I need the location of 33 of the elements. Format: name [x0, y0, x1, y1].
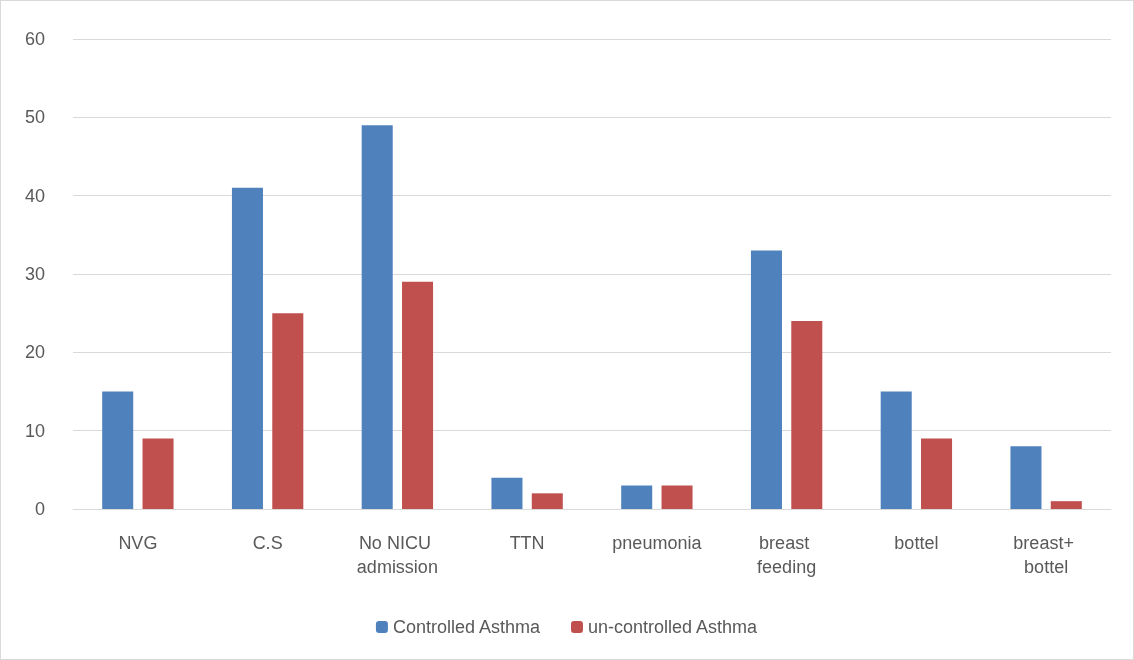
- x-tick-label: breast+ bottel: [1013, 533, 1079, 577]
- bar: [750, 250, 782, 509]
- bar: [142, 438, 174, 509]
- bar: [491, 477, 523, 509]
- x-tick-label: pneumonia: [612, 533, 703, 553]
- bar: [102, 391, 134, 509]
- bar: [231, 187, 263, 509]
- x-tick-label: bottel: [894, 533, 939, 553]
- x-tick-label: C.S: [252, 533, 283, 553]
- y-tick-label: 30: [24, 264, 45, 284]
- bar: [921, 438, 953, 509]
- bar: [1050, 501, 1082, 509]
- x-tick-label: NVG: [118, 533, 158, 553]
- bar: [272, 313, 304, 509]
- legend-label: un-controlled Asthma: [587, 617, 759, 637]
- bar: [402, 281, 434, 509]
- y-tick-label: 40: [24, 185, 45, 206]
- x-tick-label: No NICU admission: [356, 533, 438, 577]
- bar: [880, 391, 912, 509]
- bar: [791, 321, 823, 509]
- bar: [1010, 446, 1042, 509]
- y-tick-label: 20: [24, 342, 45, 363]
- bar: [661, 485, 693, 509]
- legend-label: Controlled Asthma: [392, 617, 541, 637]
- y-tick-label: 0: [34, 499, 45, 519]
- y-tick-label: 10: [24, 420, 45, 441]
- bar: [361, 125, 393, 509]
- bar: [621, 485, 653, 509]
- bar: [531, 493, 563, 509]
- y-tick-label: 50: [24, 107, 45, 128]
- x-tick-label: TTN: [509, 533, 545, 553]
- x-tick-label: breast feeding: [757, 533, 817, 577]
- y-tick-label: 60: [24, 29, 45, 49]
